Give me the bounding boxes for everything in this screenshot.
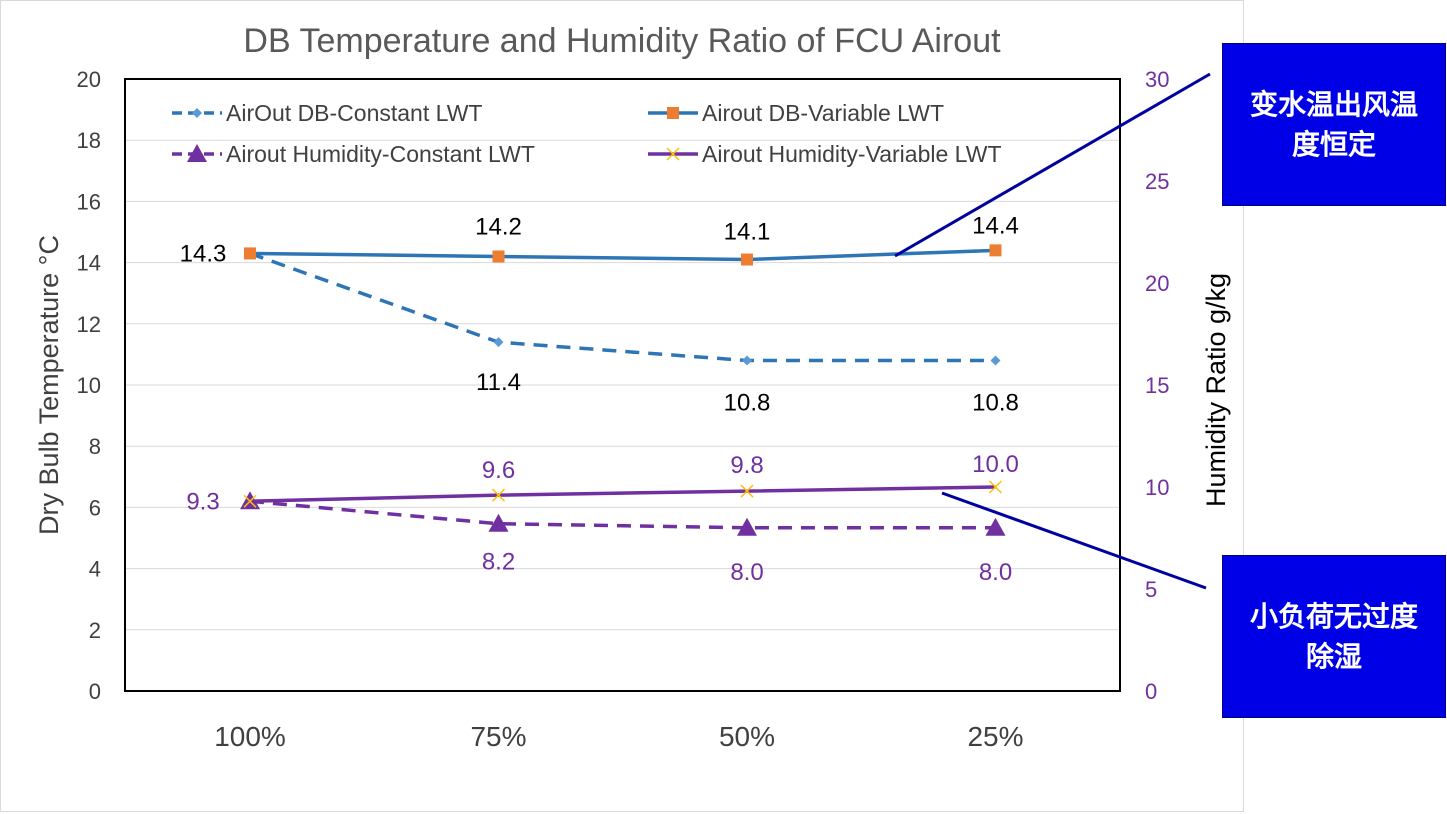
- data-label: 10.8: [972, 390, 1019, 417]
- legend-swatch-marker: [187, 144, 207, 162]
- data-label: 9.6: [482, 457, 515, 484]
- y-right-tick-label: 0: [1145, 679, 1157, 704]
- data-label: 14.3: [180, 240, 227, 267]
- x-tick-label: 25%: [967, 721, 1023, 752]
- data-point: [488, 513, 509, 532]
- data-label: 14.2: [475, 213, 522, 240]
- data-point: [491, 488, 506, 502]
- y-left-axis-title: Dry Bulb Temperature °C: [34, 235, 64, 535]
- data-label: 9.8: [730, 452, 763, 479]
- x-tick-label: 50%: [719, 721, 775, 752]
- y-left-tick-label: 20: [77, 67, 101, 92]
- chart-frame: [0, 0, 1244, 812]
- series-line: [249, 251, 996, 363]
- y-right-tick-label: 10: [1145, 475, 1169, 500]
- y-left-tick-label: 6: [89, 495, 101, 520]
- x-tick-label: 100%: [214, 721, 286, 752]
- data-point: [492, 250, 505, 263]
- callout-leader-line: [941, 491, 1207, 590]
- legend-label: Airout Humidity-Variable LWT: [702, 141, 1002, 167]
- y-right-tick-label: 5: [1145, 577, 1157, 602]
- callout-leader-line: [894, 72, 1211, 258]
- data-point: [989, 244, 1002, 257]
- data-point: [740, 484, 754, 498]
- data-label: 8.2: [482, 549, 515, 576]
- y-left-tick-label: 12: [77, 312, 101, 337]
- y-right-tick-label: 30: [1145, 67, 1169, 92]
- data-label: 10.0: [972, 451, 1019, 478]
- y-left-tick-label: 10: [77, 373, 101, 398]
- x-tick-label: 75%: [470, 721, 526, 752]
- data-label: 14.4: [972, 212, 1019, 239]
- data-point: [737, 517, 757, 536]
- data-point: [244, 247, 256, 260]
- legend-label: AirOut DB-Constant LWT: [226, 100, 482, 126]
- data-label: 10.8: [724, 390, 771, 417]
- data-label: 14.1: [724, 219, 771, 246]
- data-label: 11.4: [476, 369, 521, 396]
- y-right-axis-title: Humidity Ratio g/kg: [1201, 273, 1231, 507]
- data-point: [988, 480, 1003, 494]
- data-point: [741, 253, 753, 266]
- y-right-tick-label: 25: [1145, 169, 1169, 194]
- y-left-tick-label: 2: [89, 618, 101, 643]
- data-point: [990, 355, 1001, 366]
- y-left-tick-label: 14: [77, 251, 101, 276]
- y-left-tick-label: 4: [89, 557, 101, 582]
- y-left-tick-label: 16: [77, 189, 101, 214]
- data-point: [742, 355, 752, 366]
- legend-swatch-marker: [666, 147, 680, 161]
- y-right-tick-label: 15: [1145, 373, 1169, 398]
- series-line: [249, 499, 996, 530]
- legend-label: Airout DB-Variable LWT: [702, 100, 944, 126]
- plot-area: [124, 78, 1121, 692]
- legend-swatch-marker: [192, 108, 202, 118]
- chart-title: DB Temperature and Humidity Ratio of FCU…: [243, 22, 1001, 60]
- data-point: [493, 337, 504, 348]
- callout-variable-lwt-db: 变水温出风温度恒定: [1222, 43, 1446, 206]
- y-left-tick-label: 0: [89, 679, 101, 704]
- data-label: 9.3: [186, 488, 219, 515]
- series-line: [249, 485, 996, 504]
- callout-no-overdehumidify: 小负荷无过度除湿: [1222, 555, 1446, 718]
- series-line: [249, 248, 996, 262]
- data-label: 8.0: [730, 559, 763, 586]
- y-left-tick-label: 8: [89, 434, 101, 459]
- legend-swatch-marker: [667, 107, 679, 119]
- y-right-tick-label: 20: [1145, 271, 1169, 296]
- data-point: [985, 517, 1006, 536]
- data-point: [243, 494, 257, 508]
- legend-label: Airout Humidity-Constant LWT: [226, 141, 535, 167]
- data-label: 8.0: [979, 559, 1012, 586]
- y-left-tick-label: 18: [77, 128, 101, 153]
